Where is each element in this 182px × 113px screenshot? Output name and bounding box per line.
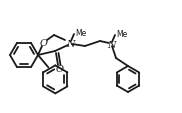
Text: N: N <box>107 40 115 49</box>
Text: O: O <box>40 38 48 47</box>
Text: N: N <box>66 39 74 48</box>
Text: Me: Me <box>75 28 86 37</box>
Text: Me: Me <box>116 29 127 38</box>
Text: O: O <box>56 65 64 74</box>
